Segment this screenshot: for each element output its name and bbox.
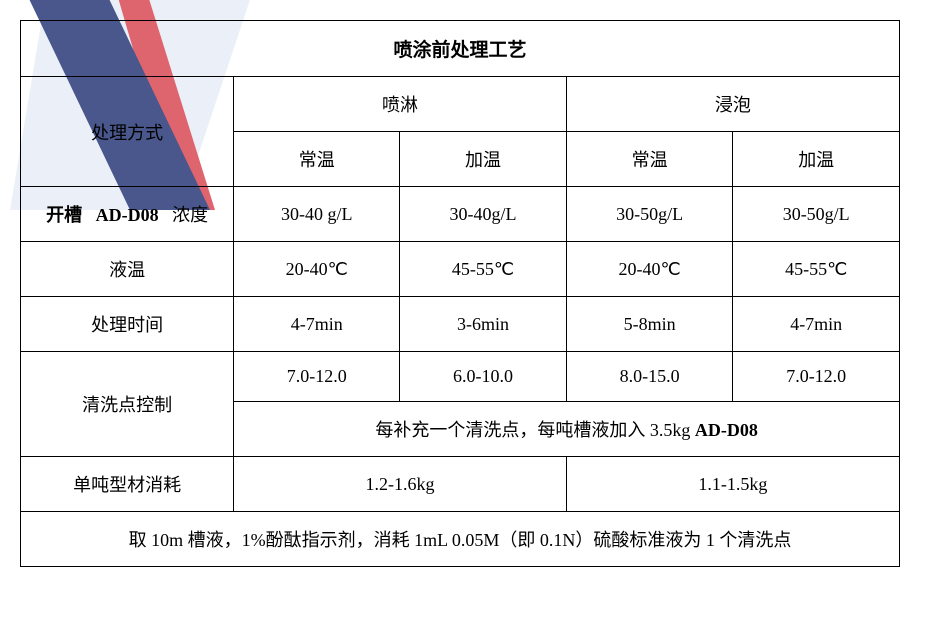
concentration-label: 开槽 AD-D08 浓度: [21, 187, 234, 242]
clean-point-c2: 6.0-10.0: [400, 352, 567, 402]
header-soak: 浸泡: [566, 77, 899, 132]
method-label: 处理方式: [21, 77, 234, 187]
clean-point-label: 清洗点控制: [21, 352, 234, 457]
liquid-temp-c1: 20-40℃: [234, 242, 400, 297]
consumption-label: 单吨型材消耗: [21, 457, 234, 512]
process-time-c3: 5-8min: [566, 297, 733, 352]
clean-point-c4: 7.0-12.0: [733, 352, 900, 402]
process-time-label: 处理时间: [21, 297, 234, 352]
concentration-c2: 30-40g/L: [400, 187, 567, 242]
clean-point-c3: 8.0-15.0: [566, 352, 733, 402]
footer-text: 取 10m 槽液，1%酚酞指示剂，消耗 1mL 0.05M（即 0.1N）硫酸标…: [21, 512, 900, 567]
concentration-c3: 30-50g/L: [566, 187, 733, 242]
label-prefix: 开槽: [46, 205, 82, 225]
row-liquid-temp: 液温 20-40℃ 45-55℃ 20-40℃ 45-55℃: [21, 242, 900, 297]
liquid-temp-label: 液温: [21, 242, 234, 297]
row-concentration: 开槽 AD-D08 浓度 30-40 g/L 30-40g/L 30-50g/L…: [21, 187, 900, 242]
process-time-c4: 4-7min: [733, 297, 900, 352]
concentration-c4: 30-50g/L: [733, 187, 900, 242]
replenish-text: 每补充一个清洗点，每吨槽液加入 3.5kg AD-D08: [234, 402, 900, 457]
header-spray: 喷淋: [234, 77, 567, 132]
row-process-time: 处理时间 4-7min 3-6min 5-8min 4-7min: [21, 297, 900, 352]
header-spray-normal: 常温: [234, 132, 400, 187]
process-time-c2: 3-6min: [400, 297, 567, 352]
replenish-code: AD-D08: [695, 420, 758, 440]
liquid-temp-c2: 45-55℃: [400, 242, 567, 297]
row-footer: 取 10m 槽液，1%酚酞指示剂，消耗 1mL 0.05M（即 0.1N）硫酸标…: [21, 512, 900, 567]
concentration-c1: 30-40 g/L: [234, 187, 400, 242]
replenish-prefix: 每补充一个清洗点，每吨槽液加入 3.5kg: [375, 420, 695, 440]
row-consumption: 单吨型材消耗 1.2-1.6kg 1.1-1.5kg: [21, 457, 900, 512]
liquid-temp-c3: 20-40℃: [566, 242, 733, 297]
consumption-spray: 1.2-1.6kg: [234, 457, 567, 512]
label-code: AD-D08: [96, 205, 159, 225]
header-spray-heated: 加温: [400, 132, 567, 187]
liquid-temp-c4: 45-55℃: [733, 242, 900, 297]
table-title: 喷涂前处理工艺: [21, 21, 900, 77]
header-soak-heated: 加温: [733, 132, 900, 187]
header-soak-normal: 常温: [566, 132, 733, 187]
process-table: 喷涂前处理工艺 处理方式 喷淋 浸泡 常温 加温 常温 加温 开槽 AD-D08…: [20, 20, 900, 567]
process-time-c1: 4-7min: [234, 297, 400, 352]
clean-point-c1: 7.0-12.0: [234, 352, 400, 402]
label-suffix: 浓度: [172, 205, 208, 225]
row-clean-point: 清洗点控制 7.0-12.0 6.0-10.0 8.0-15.0 7.0-12.…: [21, 352, 900, 402]
consumption-soak: 1.1-1.5kg: [566, 457, 899, 512]
